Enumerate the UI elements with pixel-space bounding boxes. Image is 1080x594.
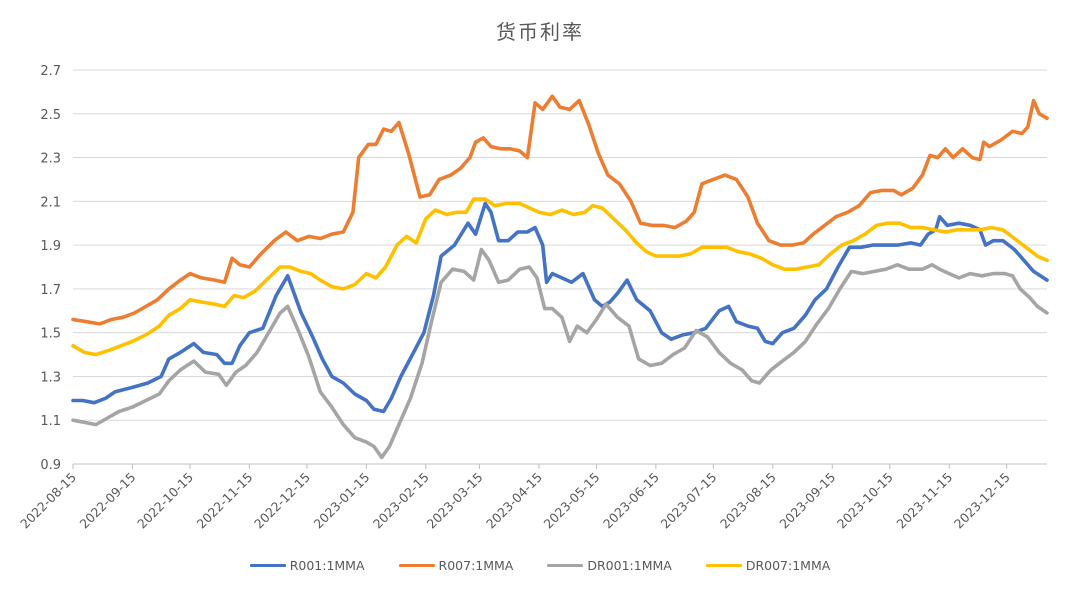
x-tick-label: 2023-12-15 [951, 470, 1013, 532]
x-tick-label: 2023-06-15 [600, 470, 662, 532]
y-tick-label: 1.5 [40, 327, 61, 342]
x-tick-label: 2023-09-15 [776, 470, 838, 532]
y-tick-label: 1.7 [40, 283, 61, 298]
series-line-r001 [71, 201, 1049, 414]
y-tick-label: 2.1 [40, 195, 61, 210]
x-tick-label: 2023-07-15 [658, 470, 720, 532]
legend: R001:1MMA R007:1MMA DR001:1MMA DR007:1MM… [0, 558, 1080, 573]
y-axis-ticks: 0.9 1.1 1.3 1.5 1.7 1.9 2.1 2.3 2.5 2.7 [40, 64, 61, 473]
chart-title: 货币利率 [496, 20, 584, 44]
x-tick-label: 2022-09-15 [77, 470, 139, 532]
legend-swatch-dr007 [705, 564, 742, 567]
x-tick-label: 2022-08-15 [17, 470, 79, 532]
x-tick-label: 2023-02-15 [370, 470, 432, 532]
x-axis-ticks: 2022-08-152022-09-152022-10-152022-11-15… [17, 464, 1013, 531]
y-tick-label: 2.7 [40, 64, 61, 79]
y-tick-label: 2.5 [40, 108, 61, 123]
legend-label-r001: R001:1MMA [289, 558, 365, 573]
series-line-dr001 [71, 247, 1049, 460]
x-tick-label: 2023-11-15 [893, 470, 955, 532]
x-tick-label: 2023-04-15 [483, 470, 545, 532]
x-tick-label: 2023-08-15 [717, 470, 779, 532]
legend-label-dr007: DR007:1MMA [745, 558, 831, 573]
y-tick-label: 0.9 [40, 458, 61, 473]
x-tick-label: 2022-11-15 [194, 470, 256, 532]
x-tick-label: 2023-01-15 [310, 470, 372, 532]
y-tick-label: 1.1 [40, 414, 61, 429]
legend-item-dr001: DR001:1MMA [547, 558, 672, 573]
x-tick-label: 2022-10-15 [134, 470, 196, 532]
legend-swatch-dr001 [547, 564, 584, 567]
x-tick-label: 2023-05-15 [541, 470, 603, 532]
legend-swatch-r007 [398, 564, 435, 567]
legend-label-r007: R007:1MMA [438, 558, 514, 573]
series-lines [71, 94, 1049, 460]
series-line-dr007 [71, 197, 1049, 357]
grid-lines [73, 69, 1047, 465]
series-line-r007 [71, 94, 1049, 326]
x-tick-label: 2023-10-15 [834, 470, 896, 532]
x-tick-label: 2022-12-15 [251, 470, 313, 532]
legend-swatch-r001 [249, 564, 286, 567]
legend-item-r007: R007:1MMA [398, 558, 514, 573]
legend-item-r001: R001:1MMA [249, 558, 365, 573]
y-tick-label: 2.3 [40, 152, 61, 167]
y-tick-label: 1.9 [40, 239, 61, 254]
legend-item-dr007: DR007:1MMA [705, 558, 831, 573]
legend-label-dr001: DR001:1MMA [587, 558, 672, 573]
y-tick-label: 1.3 [40, 370, 61, 385]
x-tick-label: 2023-03-15 [424, 470, 486, 532]
